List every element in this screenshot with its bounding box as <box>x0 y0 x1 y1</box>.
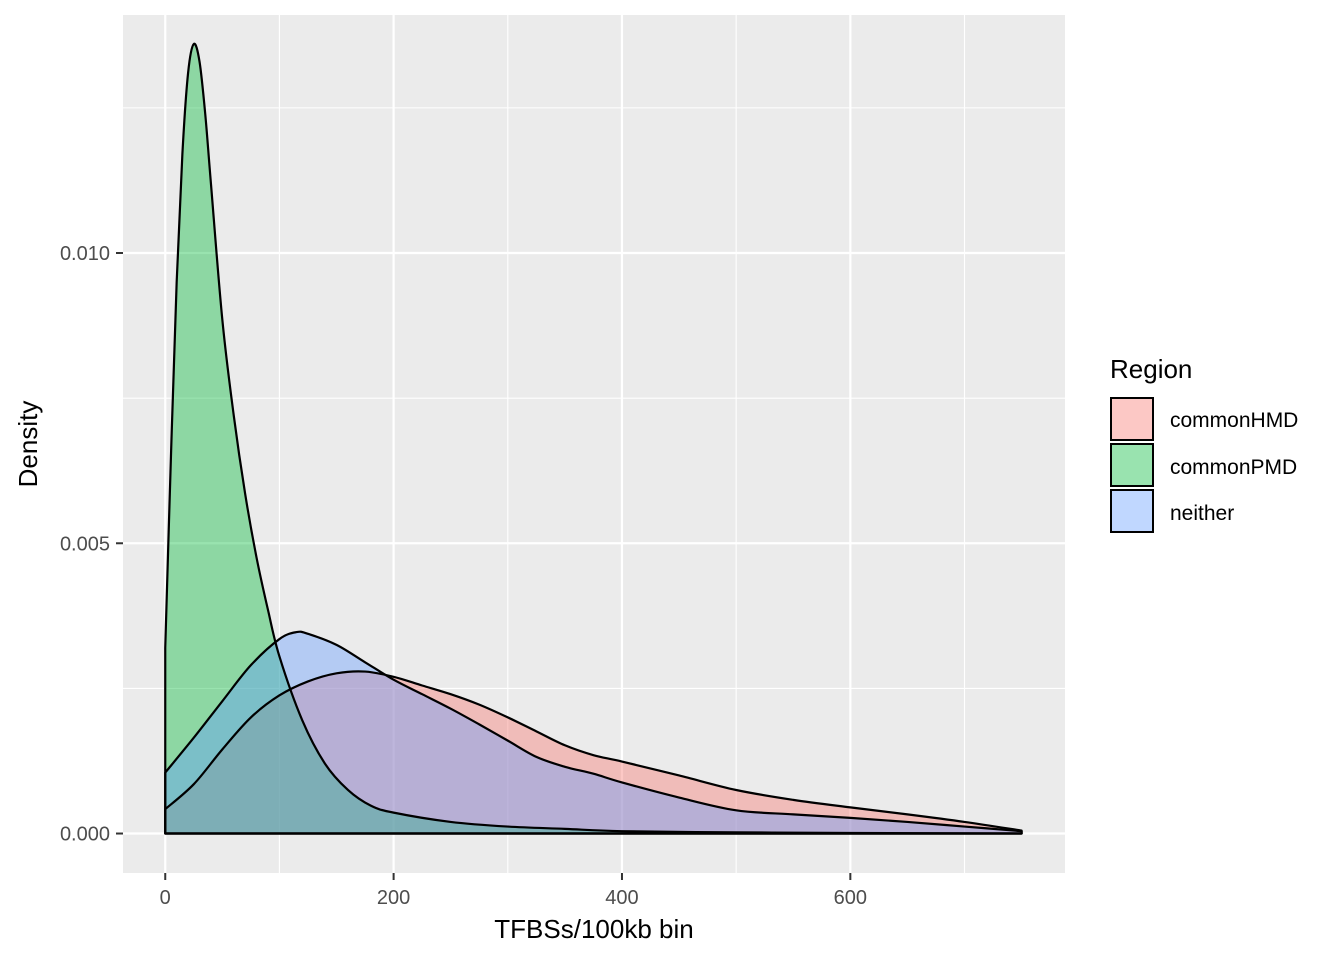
density-outline-commonPMD <box>164 42 1023 835</box>
density-outline-commonHMD <box>164 670 1023 835</box>
legend-key-commonHMD <box>1110 397 1154 441</box>
y-tick-label: 0.000 <box>60 824 110 846</box>
legend-key-bg-commonHMD <box>1111 398 1153 440</box>
x-tick-label: 600 <box>834 887 867 909</box>
density-area-commonPMD <box>165 43 1022 834</box>
density-outline-neither <box>164 630 1023 835</box>
x-tick-label: 400 <box>605 887 638 909</box>
y-axis: 0.000 0.005 0.010 <box>60 243 123 846</box>
legend-title: Region <box>1110 354 1192 384</box>
y-tick-label: 0.010 <box>60 243 110 265</box>
minor-gridlines <box>123 15 1065 873</box>
x-axis: 0 200 400 600 <box>160 873 867 909</box>
y-axis-title: Density <box>13 401 43 488</box>
legend: Region commonHMD commonPMD neither <box>1110 354 1298 533</box>
legend-label-neither: neither <box>1170 502 1234 525</box>
density-area-commonHMD <box>165 671 1022 834</box>
legend-label-commonHMD: commonHMD <box>1170 409 1298 432</box>
legend-key-bg-commonPMD <box>1111 444 1153 486</box>
plot-background <box>123 15 1065 873</box>
density-outlines <box>164 42 1023 835</box>
x-axis-title: TFBSs/100kb bin <box>494 914 693 944</box>
legend-key-neither <box>1110 489 1154 533</box>
density-area-neither <box>165 631 1022 834</box>
legend-label-commonPMD: commonPMD <box>1170 456 1297 479</box>
legend-key-commonPMD <box>1110 443 1154 487</box>
x-tick-label: 0 <box>160 887 171 909</box>
y-tick-label: 0.005 <box>60 533 110 555</box>
legend-key-bg-neither <box>1111 490 1153 532</box>
legend-keys <box>1110 397 1154 533</box>
x-tick-label: 200 <box>377 887 410 909</box>
density-areas <box>165 43 1022 834</box>
